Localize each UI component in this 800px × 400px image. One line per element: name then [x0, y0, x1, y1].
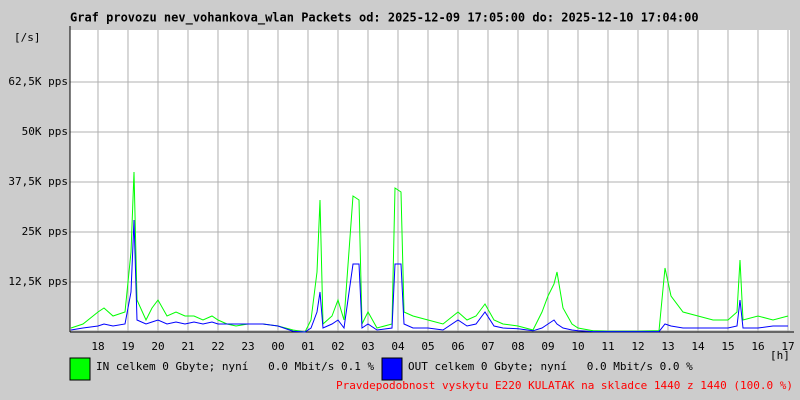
y-tick-label: 50K pps [22, 125, 68, 138]
x-tick-label: 01 [301, 340, 314, 353]
legend-label: IN celkem 0 Gbyte; nyní 0.0 Mbit/s 0.1 % [96, 360, 375, 373]
plot-area [70, 30, 790, 330]
y-tick-label: 12,5K pps [8, 275, 68, 288]
x-tick-label: 18 [91, 340, 104, 353]
y-tick-label: 25K pps [22, 225, 68, 238]
x-tick-label: 15 [721, 340, 734, 353]
y-tick-label: 62,5K pps [8, 75, 68, 88]
x-tick-label: 13 [661, 340, 674, 353]
x-axis-label: [h] [770, 349, 790, 362]
legend-swatch [69, 357, 91, 381]
y-axis-label: [/s] [14, 31, 41, 44]
x-tick-label: 23 [241, 340, 254, 353]
x-tick-label: 21 [181, 340, 194, 353]
x-tick-label: 16 [751, 340, 764, 353]
x-tick-label: 07 [481, 340, 494, 353]
x-tick-label: 00 [271, 340, 284, 353]
x-tick-label: 04 [391, 340, 405, 353]
x-tick-label: 11 [601, 340, 614, 353]
chart-title: Graf provozu nev_vohankova_wlan Packets … [70, 11, 699, 26]
y-tick-label: 37,5K pps [8, 175, 68, 188]
x-tick-label: 19 [121, 340, 134, 353]
x-tick-label: 06 [451, 340, 464, 353]
series-line [70, 219, 788, 333]
x-tick-label: 20 [151, 340, 164, 353]
legend-swatch [381, 357, 403, 381]
x-tick-label: 09 [541, 340, 554, 353]
x-tick-label: 17 [781, 340, 794, 353]
x-tick-label: 12 [631, 340, 644, 353]
x-tick-label: 08 [511, 340, 524, 353]
x-tick-label: 02 [331, 340, 344, 353]
x-tick-label: 05 [421, 340, 434, 353]
x-tick-label: 03 [361, 340, 374, 353]
legend-label: OUT celkem 0 Gbyte; nyní 0.0 Mbit/s 0.0 … [408, 360, 693, 373]
note: Pravdepodobnost vyskytu E220 KULATAK na … [336, 379, 793, 392]
x-tick-label: 14 [691, 340, 705, 353]
x-tick-label: 10 [571, 340, 584, 353]
x-tick-label: 22 [211, 340, 224, 353]
